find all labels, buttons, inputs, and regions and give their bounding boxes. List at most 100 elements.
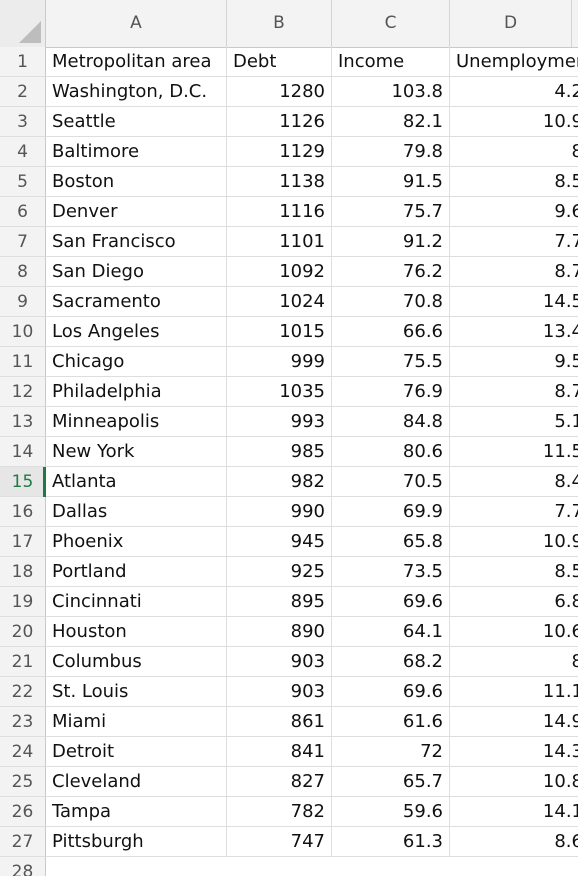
row-header[interactable]: 6 bbox=[0, 197, 46, 227]
cell-a7[interactable]: San Francisco bbox=[46, 227, 227, 257]
cell-d16[interactable]: 7.7 bbox=[450, 497, 578, 527]
cell-d26[interactable]: 14.1 bbox=[450, 797, 578, 827]
cell-b12[interactable]: 1035 bbox=[227, 377, 332, 407]
cell-d1[interactable]: Unemployment bbox=[450, 47, 578, 77]
column-header-b[interactable]: B bbox=[227, 0, 332, 47]
row-header[interactable]: 18 bbox=[0, 557, 46, 587]
cell-a20[interactable]: Houston bbox=[46, 617, 227, 647]
cell-c2[interactable]: 103.8 bbox=[332, 77, 450, 107]
cell-d22[interactable]: 11.1 bbox=[450, 677, 578, 707]
cell-d20[interactable]: 10.6 bbox=[450, 617, 578, 647]
cell-a13[interactable]: Minneapolis bbox=[46, 407, 227, 437]
cell-d5[interactable]: 8.5 bbox=[450, 167, 578, 197]
cell-b21[interactable]: 903 bbox=[227, 647, 332, 677]
row-header[interactable]: 1 bbox=[0, 47, 46, 77]
cell-c10[interactable]: 66.6 bbox=[332, 317, 450, 347]
cell-c26[interactable]: 59.6 bbox=[332, 797, 450, 827]
cell-c3[interactable]: 82.1 bbox=[332, 107, 450, 137]
row-header[interactable]: 28 bbox=[0, 857, 46, 876]
row-header[interactable]: 8 bbox=[0, 257, 46, 287]
cell-b16[interactable]: 990 bbox=[227, 497, 332, 527]
cell-d25[interactable]: 10.8 bbox=[450, 767, 578, 797]
cell-c22[interactable]: 69.6 bbox=[332, 677, 450, 707]
cell-d21[interactable]: 8 bbox=[450, 647, 578, 677]
cell-c9[interactable]: 70.8 bbox=[332, 287, 450, 317]
cell-a27[interactable]: Pittsburgh bbox=[46, 827, 227, 857]
row-header[interactable]: 14 bbox=[0, 437, 46, 467]
row-header[interactable]: 10 bbox=[0, 317, 46, 347]
cell-d27[interactable]: 8.6 bbox=[450, 827, 578, 857]
cell-a23[interactable]: Miami bbox=[46, 707, 227, 737]
cell-a12[interactable]: Philadelphia bbox=[46, 377, 227, 407]
cell-b25[interactable]: 827 bbox=[227, 767, 332, 797]
cell-c13[interactable]: 84.8 bbox=[332, 407, 450, 437]
cell-b11[interactable]: 999 bbox=[227, 347, 332, 377]
cell-c16[interactable]: 69.9 bbox=[332, 497, 450, 527]
row-header[interactable]: 27 bbox=[0, 827, 46, 857]
cell-a26[interactable]: Tampa bbox=[46, 797, 227, 827]
cell-d24[interactable]: 14.3 bbox=[450, 737, 578, 767]
cell-a18[interactable]: Portland bbox=[46, 557, 227, 587]
cell-b4[interactable]: 1129 bbox=[227, 137, 332, 167]
cell-d8[interactable]: 8.7 bbox=[450, 257, 578, 287]
column-header-d[interactable]: D bbox=[450, 0, 572, 47]
row-header[interactable]: 7 bbox=[0, 227, 46, 257]
cell-b5[interactable]: 1138 bbox=[227, 167, 332, 197]
select-all-corner[interactable] bbox=[0, 0, 46, 47]
row-header[interactable]: 26 bbox=[0, 797, 46, 827]
column-header-a[interactable]: A bbox=[46, 0, 227, 47]
row-header[interactable]: 22 bbox=[0, 677, 46, 707]
cell-a2[interactable]: Washington, D.C. bbox=[46, 77, 227, 107]
row-header[interactable]: 15 bbox=[0, 467, 46, 497]
cell-d4[interactable]: 8 bbox=[450, 137, 578, 167]
row-header[interactable]: 5 bbox=[0, 167, 46, 197]
cell-a1[interactable]: Metropolitan area bbox=[46, 47, 227, 77]
cell-d6[interactable]: 9.6 bbox=[450, 197, 578, 227]
cell-c4[interactable]: 79.8 bbox=[332, 137, 450, 167]
row-header[interactable]: 9 bbox=[0, 287, 46, 317]
cell-b26[interactable]: 782 bbox=[227, 797, 332, 827]
cell-a17[interactable]: Phoenix bbox=[46, 527, 227, 557]
cell-d14[interactable]: 11.5 bbox=[450, 437, 578, 467]
cell-b19[interactable]: 895 bbox=[227, 587, 332, 617]
cell-b18[interactable]: 925 bbox=[227, 557, 332, 587]
cell-b1[interactable]: Debt bbox=[227, 47, 332, 77]
cell-c20[interactable]: 64.1 bbox=[332, 617, 450, 647]
cell-b17[interactable]: 945 bbox=[227, 527, 332, 557]
cell-c24[interactable]: 72 bbox=[332, 737, 450, 767]
cell-b20[interactable]: 890 bbox=[227, 617, 332, 647]
cell-c25[interactable]: 65.7 bbox=[332, 767, 450, 797]
cell-d2[interactable]: 4.2 bbox=[450, 77, 578, 107]
cell-c15[interactable]: 70.5 bbox=[332, 467, 450, 497]
cell-a10[interactable]: Los Angeles bbox=[46, 317, 227, 347]
cell-a22[interactable]: St. Louis bbox=[46, 677, 227, 707]
row-header[interactable]: 24 bbox=[0, 737, 46, 767]
cell-d11[interactable]: 9.5 bbox=[450, 347, 578, 377]
cell-a11[interactable]: Chicago bbox=[46, 347, 227, 377]
cell-c27[interactable]: 61.3 bbox=[332, 827, 450, 857]
cell-b22[interactable]: 903 bbox=[227, 677, 332, 707]
cell-c8[interactable]: 76.2 bbox=[332, 257, 450, 287]
cell-a15[interactable]: Atlanta bbox=[46, 467, 227, 497]
cell-c5[interactable]: 91.5 bbox=[332, 167, 450, 197]
cell-d12[interactable]: 8.7 bbox=[450, 377, 578, 407]
cell-b7[interactable]: 1101 bbox=[227, 227, 332, 257]
cell-d19[interactable]: 6.8 bbox=[450, 587, 578, 617]
cell-d3[interactable]: 10.9 bbox=[450, 107, 578, 137]
row-header[interactable]: 16 bbox=[0, 497, 46, 527]
cell-d18[interactable]: 8.5 bbox=[450, 557, 578, 587]
cell-b9[interactable]: 1024 bbox=[227, 287, 332, 317]
row-header[interactable]: 23 bbox=[0, 707, 46, 737]
cell-b14[interactable]: 985 bbox=[227, 437, 332, 467]
cell-c19[interactable]: 69.6 bbox=[332, 587, 450, 617]
row-header[interactable]: 19 bbox=[0, 587, 46, 617]
cell-c23[interactable]: 61.6 bbox=[332, 707, 450, 737]
cell-a24[interactable]: Detroit bbox=[46, 737, 227, 767]
cell-d7[interactable]: 7.7 bbox=[450, 227, 578, 257]
row-header[interactable]: 17 bbox=[0, 527, 46, 557]
cell-a3[interactable]: Seattle bbox=[46, 107, 227, 137]
row-header[interactable]: 25 bbox=[0, 767, 46, 797]
cell-a5[interactable]: Boston bbox=[46, 167, 227, 197]
cell-b6[interactable]: 1116 bbox=[227, 197, 332, 227]
